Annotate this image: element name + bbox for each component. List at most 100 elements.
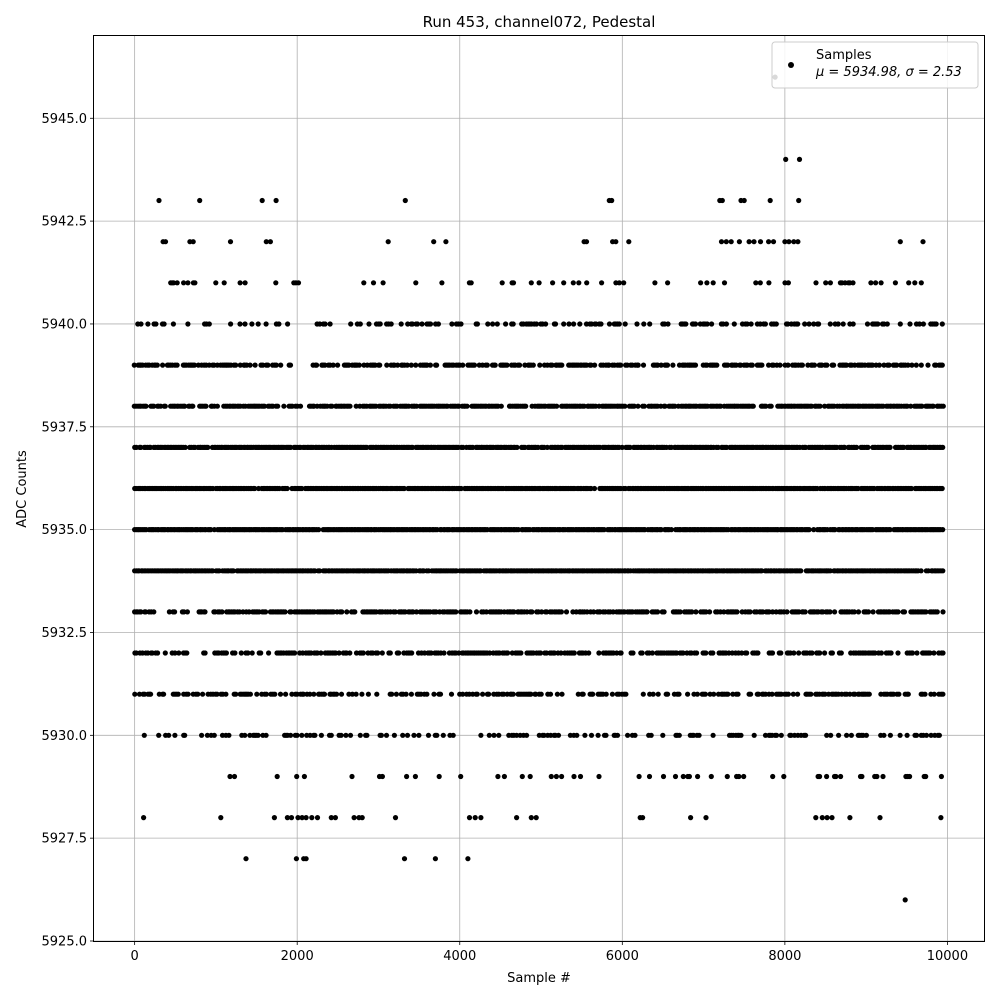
data-point (888, 650, 894, 656)
data-point (408, 362, 414, 368)
data-point (683, 321, 689, 327)
data-point (931, 650, 937, 656)
data-point (404, 362, 410, 368)
data-point (753, 280, 759, 286)
data-point (877, 815, 883, 821)
data-point (338, 691, 345, 697)
data-point (427, 321, 434, 327)
data-point (392, 609, 398, 615)
data-point (778, 650, 784, 656)
y-tick-label: 5942.5 (42, 215, 88, 230)
data-point (347, 650, 353, 656)
data-point (221, 280, 227, 286)
data-point (252, 362, 258, 368)
data-point (322, 321, 328, 327)
data-point (344, 609, 350, 615)
data-point (816, 321, 822, 327)
data-point (266, 650, 272, 656)
data-point (514, 815, 520, 821)
data-point (770, 609, 776, 615)
data-point (547, 691, 554, 697)
data-point (827, 568, 833, 574)
data-point (872, 650, 878, 656)
data-point (504, 362, 510, 368)
data-point (795, 239, 801, 245)
data-point (734, 609, 740, 615)
data-point (192, 280, 198, 286)
data-point (278, 362, 284, 368)
data-point (869, 362, 876, 368)
data-point (619, 444, 625, 450)
data-point (747, 609, 753, 615)
data-point (725, 691, 731, 697)
data-point (908, 403, 914, 409)
data-point (312, 732, 318, 738)
data-point (465, 856, 471, 862)
data-point (668, 527, 675, 533)
data-point (744, 650, 750, 656)
data-point (904, 732, 910, 738)
data-point (458, 485, 464, 492)
data-point (200, 691, 206, 697)
legend-box (771, 41, 979, 89)
data-point (274, 773, 280, 780)
data-point (353, 403, 359, 409)
data-point (467, 609, 473, 615)
data-point (704, 280, 710, 286)
data-point (483, 609, 489, 615)
data-point (321, 691, 328, 697)
data-point (145, 321, 151, 327)
data-point (495, 773, 501, 780)
data-point (237, 321, 243, 327)
y-tick-label: 5940.0 (42, 317, 88, 332)
data-point (813, 815, 819, 821)
data-point (933, 321, 939, 327)
data-point (161, 691, 167, 697)
data-point (603, 691, 609, 697)
data-point (751, 239, 757, 245)
data-point (677, 609, 683, 615)
data-point (887, 732, 894, 738)
data-point (412, 773, 418, 780)
data-point (191, 362, 198, 368)
data-point (237, 362, 243, 368)
data-point (785, 362, 791, 368)
data-point (698, 280, 704, 286)
y-tick-label: 5932.5 (42, 626, 88, 641)
data-point (387, 650, 393, 656)
data-point (558, 609, 565, 615)
data-point (850, 321, 856, 327)
data-point (276, 321, 282, 327)
data-point (281, 403, 287, 409)
data-point (662, 403, 668, 409)
data-point (876, 362, 883, 368)
data-point (249, 321, 255, 327)
data-point (185, 321, 191, 327)
data-point (175, 691, 181, 697)
data-point (603, 732, 609, 738)
data-point (307, 691, 313, 697)
data-point (723, 321, 730, 327)
data-point (343, 732, 349, 738)
data-point (827, 321, 833, 327)
data-point (162, 239, 169, 245)
data-point (288, 732, 294, 738)
data-point (559, 773, 565, 780)
data-point (273, 362, 279, 368)
data-point (930, 403, 936, 409)
data-point (176, 650, 182, 656)
data-point (510, 280, 517, 286)
data-point (769, 650, 776, 656)
data-point (649, 650, 656, 656)
data-point (317, 568, 323, 574)
data-point (174, 280, 180, 286)
data-point (559, 362, 565, 368)
data-point (575, 691, 581, 697)
data-point (759, 362, 765, 368)
data-point (474, 321, 480, 327)
data-point (864, 321, 871, 327)
data-point (351, 815, 357, 821)
data-point (708, 773, 714, 780)
data-point (141, 815, 147, 821)
data-point (863, 732, 870, 738)
